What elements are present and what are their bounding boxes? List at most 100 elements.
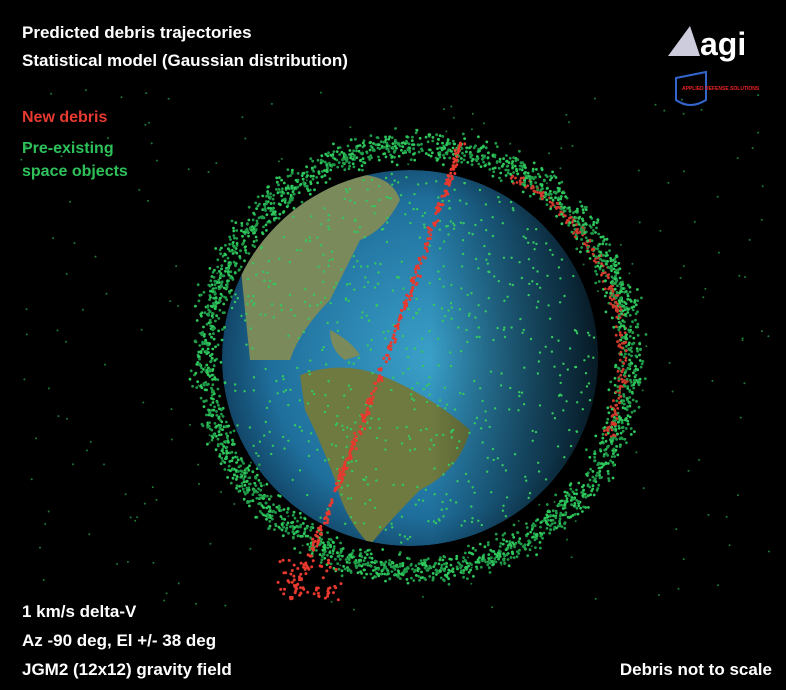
debris-dot xyxy=(436,219,440,223)
debris-dot xyxy=(370,417,373,420)
debris-dot xyxy=(355,149,358,153)
debris-dot xyxy=(454,159,458,163)
debris-dot xyxy=(644,333,648,336)
debris-dot xyxy=(439,556,442,560)
debris-dot xyxy=(292,206,296,210)
debris-dot xyxy=(348,187,352,191)
debris-dot xyxy=(254,235,258,239)
debris-dot xyxy=(537,360,541,363)
debris-dot xyxy=(261,505,265,509)
debris-dot xyxy=(412,143,416,147)
debris-dot xyxy=(411,286,415,289)
debris-dot xyxy=(299,523,303,527)
debris-dot xyxy=(345,457,349,461)
debris-dot xyxy=(597,483,601,487)
debris-dot xyxy=(251,499,255,503)
debris-dot xyxy=(30,478,33,481)
debris-dot xyxy=(531,167,535,171)
debris-dot xyxy=(455,565,459,569)
debris-dot xyxy=(503,554,507,557)
debris-dot xyxy=(636,380,640,384)
debris-dot xyxy=(103,463,105,466)
debris-dot xyxy=(353,431,357,435)
debris-dot xyxy=(291,513,295,517)
debris-dot xyxy=(349,454,353,458)
debris-dot xyxy=(403,567,407,571)
debris-dot xyxy=(211,436,215,439)
debris-dot xyxy=(558,514,562,518)
debris-dot xyxy=(72,463,74,466)
debris-dot xyxy=(509,177,513,180)
debris-dot xyxy=(211,368,215,371)
debris-dot xyxy=(460,160,464,164)
debris-dot xyxy=(204,338,208,342)
debris-dot xyxy=(297,336,301,340)
debris-dot xyxy=(442,108,445,111)
debris-dot xyxy=(305,185,309,189)
debris-dot xyxy=(306,402,310,405)
debris-dot xyxy=(569,213,572,216)
debris-dot xyxy=(563,490,567,494)
debris-dot xyxy=(247,252,251,255)
debris-dot xyxy=(202,290,206,294)
debris-dot xyxy=(420,570,423,574)
debris-dot xyxy=(539,525,542,529)
debris-dot xyxy=(385,141,389,145)
debris-dot xyxy=(559,197,563,201)
debris-dot xyxy=(616,420,620,424)
debris-dot xyxy=(624,302,628,305)
debris-dot xyxy=(425,400,429,404)
debris-dot xyxy=(599,441,602,445)
debris-dot xyxy=(751,147,754,150)
debris-dot xyxy=(208,332,212,336)
debris-dot xyxy=(69,200,72,203)
debris-dot xyxy=(199,396,203,400)
debris-dot xyxy=(420,142,423,146)
debris-dot xyxy=(477,326,480,329)
debris-dot xyxy=(407,435,411,438)
debris-dot xyxy=(237,470,240,473)
debris-dot xyxy=(315,544,319,548)
debris-dot xyxy=(636,299,639,303)
debris-dot xyxy=(435,205,439,209)
debris-dot xyxy=(228,451,232,455)
debris-dot xyxy=(286,191,290,195)
debris-dot xyxy=(504,168,508,172)
debris-dot xyxy=(393,329,397,333)
debris-dot xyxy=(268,513,272,517)
debris-dot xyxy=(226,439,230,443)
debris-dot xyxy=(207,321,211,325)
debris-dot xyxy=(568,428,571,432)
debris-dot xyxy=(255,239,259,242)
debris-dot xyxy=(584,372,588,375)
debris-dot xyxy=(616,453,620,457)
debris-dot xyxy=(562,362,565,365)
debris-dot xyxy=(233,271,237,274)
debris-dot xyxy=(374,468,378,471)
debris-dot xyxy=(323,556,327,560)
debris-dot xyxy=(462,556,465,559)
debris-dot xyxy=(638,359,642,362)
debris-dot xyxy=(450,431,453,434)
debris-dot xyxy=(221,311,225,315)
debris-dot xyxy=(282,592,286,596)
debris-dot xyxy=(462,575,465,579)
debris-dot xyxy=(601,436,605,440)
debris-dot xyxy=(737,494,739,497)
debris-dot xyxy=(233,236,236,240)
debris-dot xyxy=(632,371,635,375)
debris-dot xyxy=(520,168,524,172)
debris-dot xyxy=(377,271,380,274)
debris-dot xyxy=(535,534,539,538)
debris-dot xyxy=(530,187,533,190)
debris-dot xyxy=(305,170,309,174)
debris-dot xyxy=(295,583,299,587)
debris-dot xyxy=(365,553,369,556)
debris-dot xyxy=(385,145,389,148)
debris-dot xyxy=(442,153,445,157)
debris-dot xyxy=(345,283,349,286)
debris-dot xyxy=(607,477,610,480)
debris-dot xyxy=(200,422,204,426)
debris-dot xyxy=(246,466,250,470)
debris-dot xyxy=(341,161,345,165)
